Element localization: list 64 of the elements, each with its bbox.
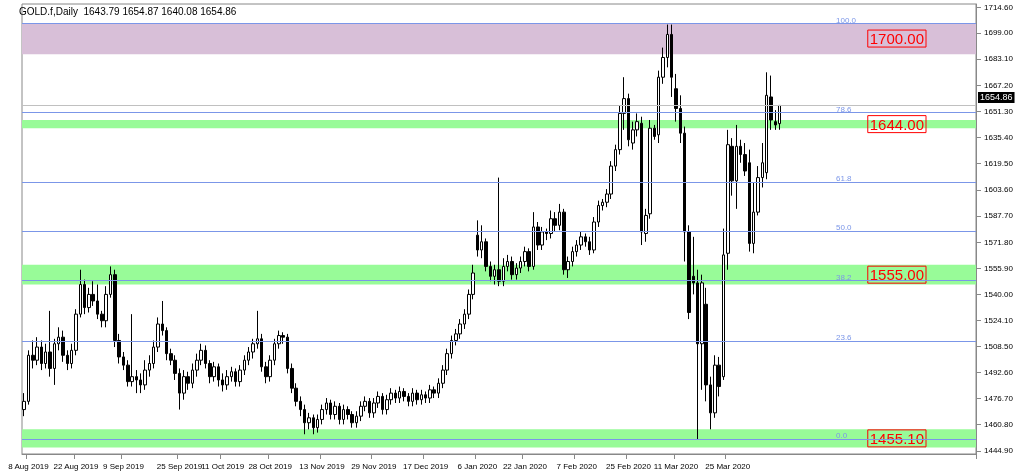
x-tick-label: 7 Feb 2020 bbox=[556, 461, 598, 471]
y-tick-label: 1492.60 bbox=[984, 367, 1014, 377]
x-tick-label: 25 Sep 2019 bbox=[156, 461, 203, 471]
band-label: 1700.00 bbox=[869, 30, 924, 48]
x-tick-label: 29 Nov 2019 bbox=[351, 461, 398, 471]
x-tick-label: 28 Oct 2019 bbox=[248, 461, 293, 471]
y-tick-label: 1508.50 bbox=[984, 341, 1014, 351]
candlestick bbox=[510, 256, 514, 281]
band-label: 1644.00 bbox=[869, 115, 924, 133]
candlestick bbox=[549, 209, 553, 239]
x-tick-label: 8 Aug 2019 bbox=[8, 461, 50, 471]
x-tick-label: 17 Dec 2019 bbox=[402, 461, 449, 471]
x-tick-label: 11 Mar 2020 bbox=[653, 461, 699, 471]
x-tick-label: 25 Mar 2020 bbox=[705, 461, 751, 471]
x-tick-label: 11 Oct 2019 bbox=[201, 461, 245, 471]
y-tick-label: 1619.50 bbox=[984, 159, 1014, 169]
candlestick bbox=[497, 177, 501, 287]
x-tick-label: 25 Feb 2020 bbox=[606, 461, 652, 471]
annotation: 38.2 bbox=[836, 272, 853, 282]
y-tick-label: 1603.60 bbox=[984, 185, 1014, 195]
x-tick-label: 22 Jan 2020 bbox=[502, 461, 548, 471]
candlestick bbox=[35, 336, 39, 366]
y-tick-label: 1571.80 bbox=[984, 237, 1014, 247]
y-tick-label: 1683.10 bbox=[984, 54, 1014, 64]
y-tick-label: 1460.80 bbox=[984, 420, 1014, 430]
candlestick bbox=[540, 226, 544, 251]
y-tick-label: 1635.40 bbox=[984, 132, 1014, 142]
candlestick bbox=[778, 104, 781, 131]
x-tick-label: 13 Nov 2019 bbox=[299, 461, 346, 471]
annotation: 100.0 bbox=[836, 15, 857, 25]
y-tick-label: 1540.00 bbox=[984, 289, 1014, 299]
x-tick-label: 22 Aug 2019 bbox=[53, 461, 99, 471]
candlestick bbox=[428, 384, 432, 404]
y-tick-label: 1651.30 bbox=[984, 106, 1014, 116]
y-tick-label: 1476.70 bbox=[984, 394, 1014, 404]
candlestick bbox=[726, 129, 730, 271]
y-tick-label: 1555.90 bbox=[984, 263, 1014, 273]
x-tick-label: 9 Sep 2019 bbox=[102, 461, 145, 471]
annotation: 61.8 bbox=[836, 174, 853, 184]
annotation: 50.0 bbox=[836, 223, 853, 233]
annotation: 23.6 bbox=[836, 333, 853, 343]
band-label: 1555.00 bbox=[869, 266, 924, 284]
candlestick bbox=[212, 361, 216, 383]
y-tick-label: 1587.70 bbox=[984, 211, 1014, 221]
candlestick bbox=[143, 359, 147, 391]
y-tick-label: 1444.90 bbox=[984, 446, 1014, 456]
y-tick-label: 1524.10 bbox=[984, 316, 1014, 326]
candlestick bbox=[476, 219, 479, 258]
candlestick bbox=[333, 400, 337, 420]
ref-line-label: 1654.86 bbox=[980, 92, 1013, 103]
candlestick bbox=[774, 109, 777, 131]
candlestick bbox=[225, 369, 229, 391]
x-tick-label: 6 Jan 2020 bbox=[457, 461, 498, 471]
chart-title: GOLD.f,Daily 1643.79 1654.87 1640.08 1654.86 bbox=[19, 5, 237, 17]
candlestick bbox=[415, 389, 419, 406]
candlestick bbox=[670, 24, 673, 98]
candlestick bbox=[350, 410, 354, 429]
candlestick bbox=[562, 208, 566, 276]
y-tick-label: 1667.20 bbox=[984, 80, 1014, 90]
annotation: 78.6 bbox=[836, 104, 853, 114]
candlestick bbox=[402, 387, 406, 402]
annotation: 0.0 bbox=[836, 431, 848, 441]
y-tick-label: 1699.00 bbox=[984, 28, 1014, 38]
y-tick-label: 1714.60 bbox=[984, 2, 1014, 12]
